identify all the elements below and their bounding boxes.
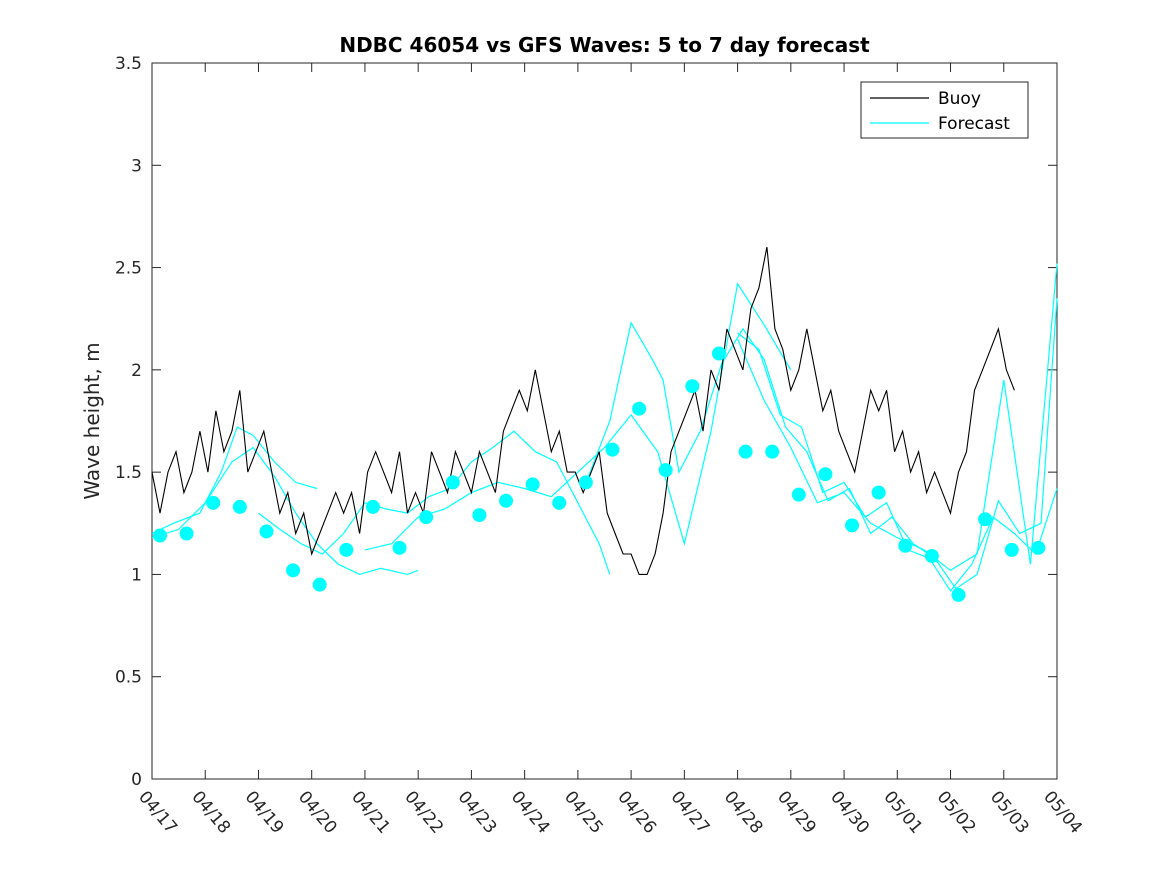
x-tick-label: 04/29	[773, 787, 820, 837]
plot-border	[151, 62, 1058, 780]
y-tick-label: 2	[131, 361, 142, 381]
forecast-point	[365, 499, 380, 514]
x-tick-label: 04/30	[826, 787, 873, 837]
forecast-point	[206, 495, 221, 510]
forecast-run-line	[151, 446, 419, 576]
x-tick-label: 05/02	[933, 787, 980, 837]
y-tick-label: 0.5	[115, 668, 142, 688]
forecast-point	[871, 485, 886, 500]
forecast-point	[978, 512, 993, 527]
y-axis: 0 0.5 1 1.5 2 2.5 3 3.5	[115, 54, 1057, 790]
forecast-run-line	[258, 430, 611, 575]
forecast-point	[499, 493, 514, 508]
forecast-point	[632, 401, 647, 416]
legend-forecast-label: Forecast	[938, 114, 1010, 134]
forecast-run-line	[587, 298, 1058, 590]
forecast-point	[1004, 542, 1019, 557]
chart-title: NDBC 46054 vs GFS Waves: 5 to 7 day fore…	[339, 33, 870, 57]
forecast-run-line	[737, 332, 1058, 592]
forecast-point	[392, 540, 407, 555]
x-tick-label: 04/21	[347, 787, 394, 837]
y-axis-label: Wave height, m	[80, 342, 104, 499]
x-tick-label: 04/20	[294, 787, 341, 837]
y-tick-label: 3.5	[115, 54, 142, 74]
y-tick-label: 0	[131, 770, 142, 790]
x-tick-label: 05/04	[1039, 787, 1086, 837]
y-tick-label: 1	[131, 565, 142, 585]
forecast-point	[1031, 540, 1046, 555]
x-tick-label: 04/19	[241, 787, 288, 837]
y-tick-label: 1.5	[115, 463, 142, 483]
x-tick-label: 05/01	[879, 787, 926, 837]
x-tick-label: 04/23	[454, 787, 501, 837]
forecast-run-line	[151, 426, 318, 535]
forecast-point	[818, 467, 833, 482]
x-tick-label: 05/03	[986, 787, 1033, 837]
forecast-point	[232, 499, 247, 514]
forecast-point	[152, 528, 167, 543]
x-tick-label: 04/24	[507, 787, 554, 837]
forecast-point	[924, 549, 939, 564]
buoy-line	[151, 246, 1015, 575]
forecast-point	[179, 526, 194, 541]
forecast-point	[312, 577, 327, 592]
forecast-run-line	[364, 282, 792, 551]
forecast-point	[339, 542, 354, 557]
forecast-point	[286, 563, 301, 578]
forecast-point	[791, 487, 806, 502]
x-tick-label: 04/26	[613, 787, 660, 837]
forecast-point	[525, 477, 540, 492]
forecast-point	[578, 475, 593, 490]
forecast-point	[711, 346, 726, 361]
y-tick-label: 2.5	[115, 259, 142, 279]
forecast-point	[765, 444, 780, 459]
x-tick-label: 04/22	[400, 787, 447, 837]
plot-area	[151, 246, 1058, 602]
legend-box	[860, 81, 1029, 139]
forecast-run-line	[737, 263, 1058, 572]
x-tick-label: 04/28	[720, 787, 767, 837]
legend-buoy-label: Buoy	[938, 89, 981, 109]
forecast-point	[951, 587, 966, 602]
legend: Buoy Forecast	[860, 81, 1029, 139]
forecast-point	[898, 538, 913, 553]
forecast-point	[605, 442, 620, 457]
forecast-point	[845, 518, 860, 533]
forecast-point	[259, 524, 274, 539]
forecast-point	[685, 379, 700, 394]
forecast-point	[445, 475, 460, 490]
forecast-point	[472, 508, 487, 523]
y-tick-label: 3	[131, 156, 142, 176]
x-tick-label: 04/27	[667, 787, 714, 837]
x-tick-label: 04/25	[560, 787, 607, 837]
forecast-point	[552, 495, 567, 510]
forecast-point	[738, 444, 753, 459]
plot-frame	[151, 62, 1058, 780]
forecast-point	[658, 463, 673, 478]
x-tick-label: 04/17	[134, 787, 181, 837]
forecast-point	[419, 510, 434, 525]
x-tick-label: 04/18	[187, 787, 234, 837]
